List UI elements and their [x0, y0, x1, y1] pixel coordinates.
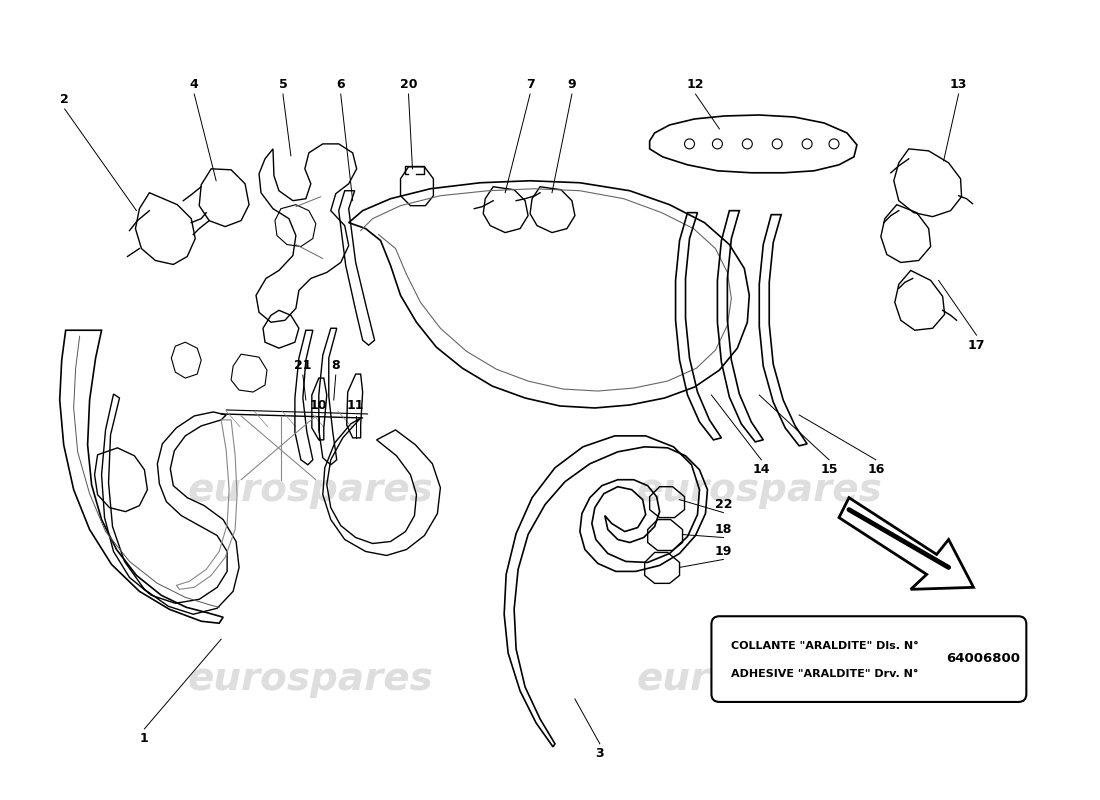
Text: 8: 8 [331, 358, 340, 372]
Text: 11: 11 [346, 399, 364, 413]
Text: eurospares: eurospares [188, 470, 433, 509]
Text: 22: 22 [715, 498, 733, 511]
Text: 18: 18 [715, 523, 733, 536]
Text: 5: 5 [278, 78, 287, 90]
Text: 21: 21 [294, 358, 311, 372]
Polygon shape [839, 498, 974, 590]
Text: 14: 14 [752, 463, 770, 476]
Text: 2: 2 [60, 93, 69, 106]
Text: 13: 13 [950, 78, 967, 90]
Text: 12: 12 [686, 78, 704, 90]
Text: COLLANTE "ARALDITE" Dls. N°: COLLANTE "ARALDITE" Dls. N° [732, 641, 920, 651]
Text: 64006800: 64006800 [946, 652, 1021, 665]
Text: 6: 6 [337, 78, 345, 90]
Text: 20: 20 [399, 78, 417, 90]
Text: 1: 1 [140, 732, 148, 746]
Text: eurospares: eurospares [188, 660, 433, 698]
Text: 16: 16 [867, 463, 884, 476]
Text: 4: 4 [190, 78, 199, 90]
Text: 3: 3 [595, 747, 604, 760]
Text: 15: 15 [821, 463, 838, 476]
Text: eurospares: eurospares [637, 470, 882, 509]
Text: ADHESIVE "ARALDITE" Drv. N°: ADHESIVE "ARALDITE" Drv. N° [732, 669, 918, 679]
FancyBboxPatch shape [712, 616, 1026, 702]
Text: 10: 10 [310, 399, 328, 413]
Text: 17: 17 [968, 338, 986, 352]
Text: 7: 7 [526, 78, 535, 90]
Text: 9: 9 [568, 78, 576, 90]
Text: 19: 19 [715, 545, 733, 558]
Text: eurospares: eurospares [637, 660, 882, 698]
